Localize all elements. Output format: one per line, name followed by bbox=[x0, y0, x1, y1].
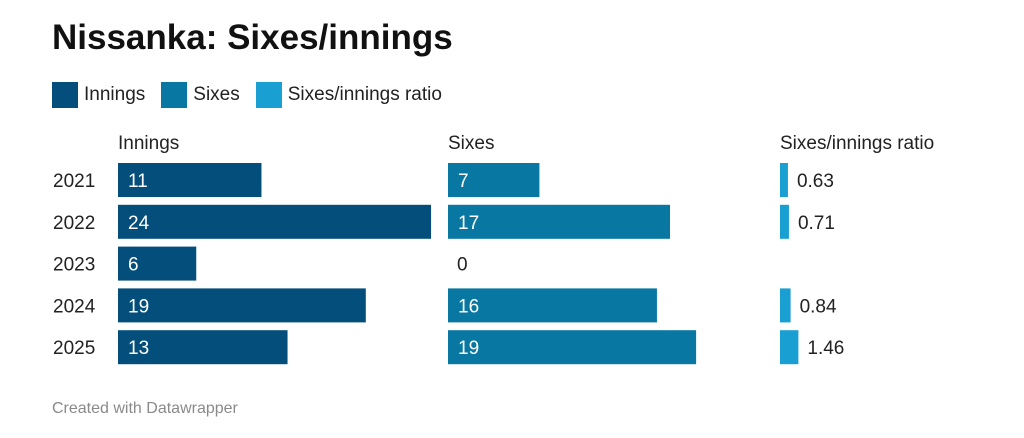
bar-sixes-innings-ratio-2021 bbox=[780, 163, 788, 197]
bar-sixes-2024 bbox=[448, 288, 657, 323]
value-label-sixes-2023: 0 bbox=[457, 255, 468, 276]
bar-innings-2023 bbox=[118, 246, 197, 281]
value-label-sixes-2021: 7 bbox=[458, 171, 469, 192]
legend: Innings Sixes Sixes/innings ratio bbox=[52, 82, 458, 108]
bar-sixes-2021 bbox=[448, 163, 540, 197]
bar-innings-2024 bbox=[118, 288, 366, 323]
bar-innings-2022 bbox=[118, 204, 431, 239]
value-label-innings-2022: 24 bbox=[128, 213, 150, 234]
value-label-innings-2024: 19 bbox=[128, 296, 149, 317]
legend-item-sixes: Sixes bbox=[161, 82, 240, 108]
value-label-sixes-innings-ratio-2021: 0.63 bbox=[797, 171, 834, 192]
bar-innings-2025 bbox=[118, 330, 288, 365]
value-label-innings-2021: 11 bbox=[128, 171, 148, 192]
panel-header-ratio: Sixes/innings ratio bbox=[780, 133, 934, 154]
bar-sixes-innings-ratio-2025 bbox=[780, 330, 799, 365]
legend-item-innings: Innings bbox=[52, 82, 145, 108]
category-label-2021: 2021 bbox=[53, 171, 95, 192]
legend-label-ratio: Sixes/innings ratio bbox=[287, 84, 442, 105]
panel-header-innings: Innings bbox=[118, 133, 179, 154]
value-label-innings-2023: 6 bbox=[128, 255, 139, 276]
bar-sixes-2022 bbox=[448, 204, 670, 239]
legend-label-sixes: Sixes bbox=[193, 84, 240, 105]
value-label-sixes-innings-ratio-2025: 1.46 bbox=[807, 338, 844, 359]
value-label-innings-2025: 13 bbox=[128, 338, 149, 359]
value-label-sixes-2022: 17 bbox=[458, 213, 479, 234]
category-label-2023: 2023 bbox=[53, 255, 95, 276]
value-label-sixes-innings-ratio-2022: 0.71 bbox=[798, 213, 835, 234]
bar-sixes-2025 bbox=[448, 330, 697, 365]
legend-swatch-ratio bbox=[255, 82, 282, 108]
legend-swatch-innings bbox=[52, 82, 78, 108]
legend-swatch-sixes bbox=[161, 82, 188, 108]
value-label-sixes-2024: 16 bbox=[458, 296, 479, 317]
value-label-sixes-innings-ratio-2024: 0.84 bbox=[800, 296, 837, 317]
legend-item-ratio: Sixes/innings ratio bbox=[255, 82, 442, 108]
category-label-2022: 2022 bbox=[53, 213, 95, 234]
bar-innings-2021 bbox=[118, 163, 262, 197]
category-label-2025: 2025 bbox=[53, 338, 95, 359]
footer-credit: Created with Datawrapper bbox=[52, 400, 238, 417]
legend-label-innings: Innings bbox=[84, 84, 146, 105]
value-label-sixes-2025: 19 bbox=[458, 338, 479, 359]
category-label-2024: 2024 bbox=[53, 296, 96, 317]
bar-sixes-innings-ratio-2024 bbox=[780, 288, 791, 323]
bar-sixes-innings-ratio-2022 bbox=[780, 204, 789, 239]
panel-header-sixes: Sixes bbox=[448, 133, 494, 154]
chart-title: Nissanka: Sixes/innings bbox=[52, 18, 453, 57]
